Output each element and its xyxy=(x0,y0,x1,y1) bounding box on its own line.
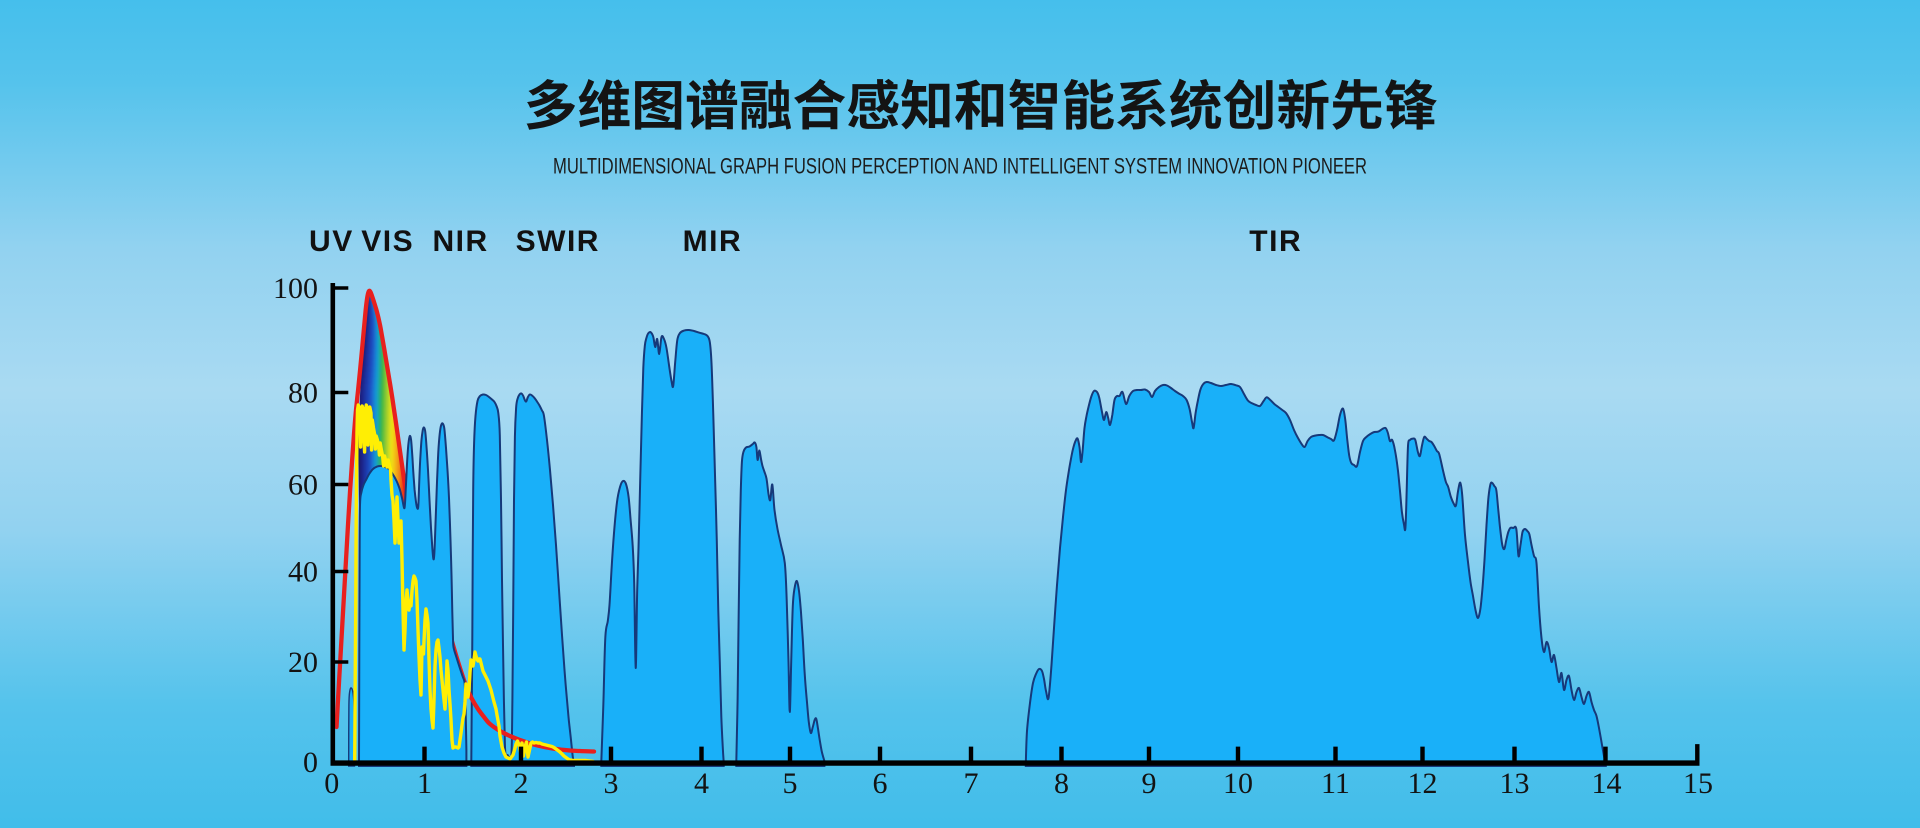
svg-text:NIR: NIR xyxy=(433,225,489,258)
svg-text:1: 1 xyxy=(417,767,432,800)
svg-text:2: 2 xyxy=(514,767,529,800)
svg-text:MULTIDIMENSIONAL GRAPH FUSION: MULTIDIMENSIONAL GRAPH FUSION PERCEPTION… xyxy=(553,154,1367,179)
svg-text:80: 80 xyxy=(288,377,318,410)
svg-text:14: 14 xyxy=(1592,767,1622,800)
svg-text:60: 60 xyxy=(288,469,318,502)
svg-text:8: 8 xyxy=(1054,767,1069,800)
svg-text:UV: UV xyxy=(309,225,354,258)
svg-text:4: 4 xyxy=(694,767,709,800)
svg-text:12: 12 xyxy=(1408,767,1438,800)
svg-text:13: 13 xyxy=(1500,767,1530,800)
svg-text:20: 20 xyxy=(288,646,318,679)
svg-text:15: 15 xyxy=(1683,767,1713,800)
svg-text:11: 11 xyxy=(1321,767,1350,800)
svg-text:0: 0 xyxy=(303,746,318,779)
svg-text:0: 0 xyxy=(324,767,339,800)
svg-text:VIS: VIS xyxy=(361,225,414,258)
svg-text:100: 100 xyxy=(273,272,318,305)
svg-text:MIR: MIR xyxy=(683,225,743,258)
svg-text:5: 5 xyxy=(783,767,798,800)
svg-text:TIR: TIR xyxy=(1249,225,1302,258)
svg-text:SWIR: SWIR xyxy=(516,225,600,258)
svg-text:10: 10 xyxy=(1223,767,1253,800)
svg-text:7: 7 xyxy=(964,767,979,800)
svg-text:3: 3 xyxy=(604,767,619,800)
svg-text:9: 9 xyxy=(1142,767,1157,800)
svg-text:6: 6 xyxy=(873,767,888,800)
svg-text:40: 40 xyxy=(288,556,318,589)
